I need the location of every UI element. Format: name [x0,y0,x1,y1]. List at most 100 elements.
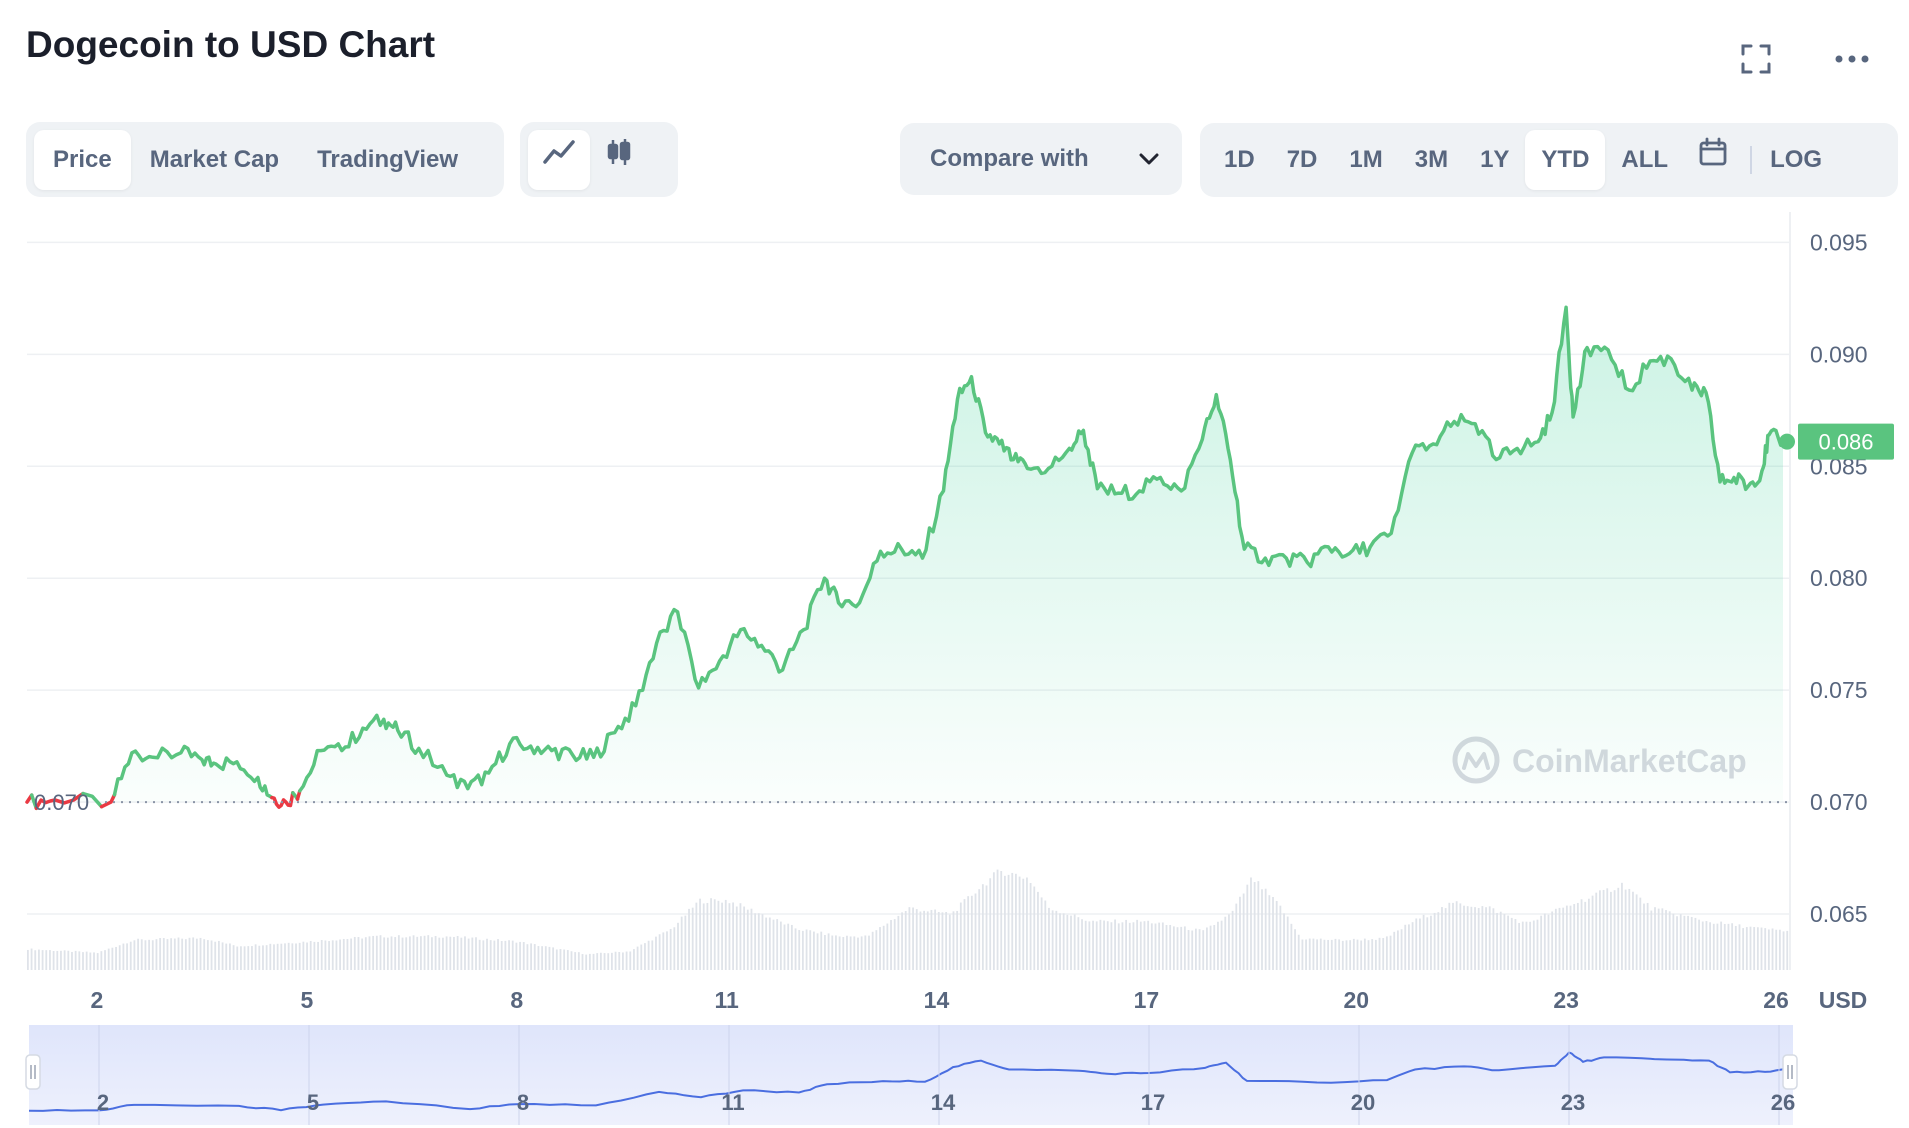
volume-bar [691,907,694,970]
tab-market-cap[interactable]: Market Cap [149,145,280,173]
volume-bar [1367,940,1370,970]
volume-bar [1209,925,1212,970]
volume-bar [1709,922,1711,970]
volume-bar [548,946,551,970]
volume-bar [1437,912,1440,970]
volume-bar [471,937,474,970]
currency-label: USD [1819,987,1868,1013]
volume-bar [1363,938,1366,970]
volume-bar [379,935,382,970]
volume-bar [1066,914,1069,970]
volume-bar [140,939,143,970]
volume-bar [1650,910,1653,970]
y-tick-label: 0.090 [1810,341,1868,367]
tab-price[interactable]: Price [34,129,131,190]
more-icon[interactable] [1830,37,1874,81]
volume-bar [313,941,316,970]
compare-with-dropdown[interactable]: Compare with [900,123,1182,195]
navigator-handle-left[interactable] [25,1054,41,1090]
volume-bar [453,936,455,970]
volume-bar [978,889,981,970]
volume-bar [1554,908,1557,970]
volume-bar [544,946,547,970]
volume-bar [93,952,95,970]
volume-bar [1330,939,1333,970]
volume-bar [1459,903,1462,970]
volume-bar [1521,921,1524,970]
volume-bar [1786,930,1789,970]
volume-bar [1264,888,1267,970]
volume-bar [324,940,327,970]
volume-bar [596,953,599,970]
coinmarketcap-watermark: CoinMarketCap [1452,736,1747,784]
line-chart-button[interactable] [528,129,590,190]
navigator-handle-right[interactable] [1782,1054,1798,1090]
volume-bar [423,935,426,970]
calendar-icon [1698,130,1728,190]
candlestick-chart-button[interactable] [590,130,648,190]
timeframe-1d[interactable]: 1D [1224,146,1255,173]
volume-bar [688,908,690,970]
volume-bar [702,903,705,970]
volume-bar [107,948,110,970]
timeframe-1m[interactable]: 1M [1349,146,1383,173]
volume-bar [342,938,345,970]
volume-bar [1661,908,1664,970]
tab-tradingview[interactable]: TradingView [317,145,459,173]
timeframe-all[interactable]: ALL [1621,146,1669,173]
volume-bar [801,930,804,970]
volume-bar [467,938,470,970]
volume-bar [515,942,518,970]
volume-bar [122,943,125,970]
volume-bar [835,935,837,970]
volume-bar [1139,921,1142,970]
volume-bar [1610,891,1612,970]
volume-bar [1716,923,1719,970]
volume-bar [588,953,591,970]
volume-bar [555,949,558,970]
volume-bar [251,946,253,970]
y-tick-label: 0.070 [1810,789,1868,815]
volume-bar [813,931,815,970]
volume-bar [232,945,235,970]
volume-bar [188,937,191,970]
volume-bar [1749,926,1752,970]
volume-bar [757,913,760,970]
volume-bar [1591,895,1594,970]
timeframe-ytd[interactable]: YTD [1525,130,1606,190]
volume-bar [504,940,507,970]
volume-bar [783,924,786,970]
timeframe-3m[interactable]: 3M [1414,146,1449,173]
log-scale-toggle[interactable]: LOG [1770,146,1823,173]
y-tick-label: 0.080 [1810,565,1868,591]
volume-bar [309,940,312,970]
price-line-down [99,793,117,809]
volume-bar [1172,926,1175,970]
volume-bar [173,938,176,970]
volume-bar [265,945,268,970]
volume-bar [199,937,202,970]
volume-bar [1514,919,1517,970]
timeframe-7d[interactable]: 7D [1286,146,1318,173]
volume-bar [100,951,103,970]
volume-bar [482,940,485,970]
volume-bar [893,919,896,970]
volume-bar [1676,916,1678,970]
gridlines [27,241,1790,915]
volume-bar [133,940,136,970]
volume-bar [566,950,569,970]
watermark-text: CoinMarketCap [1512,743,1747,779]
volume-bars [27,869,1789,970]
fullscreen-icon[interactable] [1734,37,1778,81]
volume-bar [1617,887,1620,970]
date-range-button[interactable] [1684,130,1742,190]
volume-bar [1753,927,1756,970]
navigator-tick-label: 17 [1141,1090,1165,1115]
volume-bar [287,942,290,970]
price-line-group [25,305,1785,811]
volume-bar [614,951,617,970]
volume-bar [1305,939,1307,970]
navigator-background [29,1025,1793,1125]
timeframe-1y[interactable]: 1Y [1480,146,1510,173]
volume-bar [30,948,33,970]
